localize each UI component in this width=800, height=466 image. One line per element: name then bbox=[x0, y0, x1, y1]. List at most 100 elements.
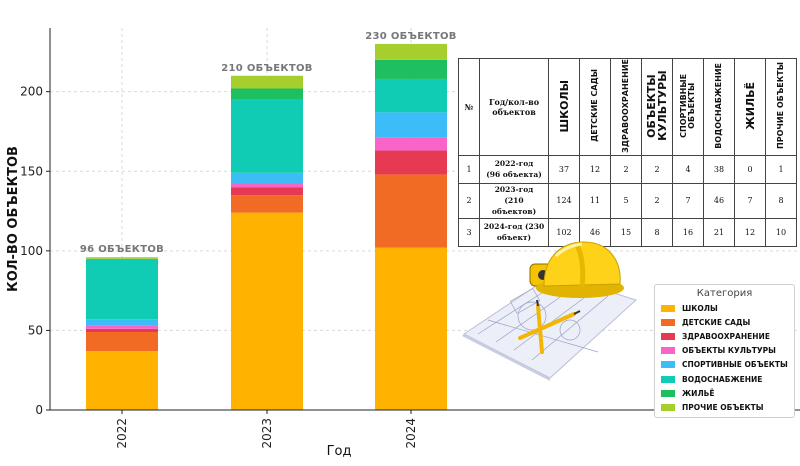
bar-segment bbox=[86, 319, 158, 326]
table-cell-num: 3 bbox=[458, 217, 480, 247]
table-cell: 15 bbox=[610, 217, 642, 247]
x-tick-label: 2024 bbox=[404, 418, 418, 449]
table-cell: 4 bbox=[672, 154, 704, 184]
table-cell: 11 bbox=[579, 182, 611, 219]
bar-total-label: 230 ОБЪЕКТОВ bbox=[365, 31, 456, 42]
table-header-year: Год/кол-во объектов bbox=[479, 58, 549, 156]
table-cell: 1 bbox=[765, 154, 797, 184]
legend-label: ШКОЛЫ bbox=[682, 303, 718, 313]
legend: Категория ШКОЛЫ ДЕТСКИЕ САДЫ ЗДРАВООХРАН… bbox=[654, 284, 795, 418]
bar-segment bbox=[375, 78, 447, 113]
bar-segment bbox=[375, 43, 447, 60]
legend-label: ЗДРАВООХРАНЕНИЕ bbox=[682, 331, 770, 341]
table-cell: 21 bbox=[703, 217, 735, 247]
table-row: 1 2022-год (96 объекта) 37 12 2 2 4 38 0 … bbox=[458, 154, 797, 184]
bar-segment bbox=[86, 332, 158, 352]
table-cell-num: 1 bbox=[458, 154, 480, 184]
legend-item: ОБЪЕКТЫ КУЛЬТУРЫ bbox=[655, 344, 794, 358]
bar-segment bbox=[231, 187, 303, 196]
legend-item: ПРОЧИЕ ОБЪЕКТЫ bbox=[655, 400, 794, 414]
x-tick-label: 2023 bbox=[260, 418, 274, 449]
legend-swatch bbox=[661, 403, 675, 411]
legend-title: Категория bbox=[696, 288, 753, 299]
legend-label: ВОДОСНАБЖЕНИЕ bbox=[682, 374, 763, 384]
legend-label: СПОРТИВНЫЕ ОБЪЕКТЫ bbox=[682, 360, 788, 370]
legend-swatch bbox=[661, 304, 675, 312]
legend-item: СПОРТИВНЫЕ ОБЪЕКТЫ bbox=[655, 358, 794, 372]
bar-segment bbox=[231, 88, 303, 100]
legend-item: ЗДРАВООХРАНЕНИЕ bbox=[655, 329, 794, 343]
bar-segment bbox=[86, 258, 158, 320]
y-tick-label: 150 bbox=[20, 164, 43, 178]
x-tick-labels: 2022 2023 2024 bbox=[115, 410, 418, 449]
y-tick-label: 200 bbox=[20, 85, 43, 99]
legend-label: ОБЪЕКТЫ КУЛЬТУРЫ bbox=[682, 346, 776, 356]
bar-segment bbox=[375, 150, 447, 175]
bar-segment bbox=[231, 195, 303, 213]
table-header-col: ДЕТСКИЕ САДЫ bbox=[579, 58, 611, 156]
table-cell: 2 bbox=[641, 154, 673, 184]
bar-segment bbox=[231, 99, 303, 173]
bar-segment bbox=[86, 328, 158, 333]
bar-segment bbox=[231, 75, 303, 89]
bar-segment bbox=[86, 257, 158, 259]
table-header-col: ОБЪЕКТЫ КУЛЬТУРЫ bbox=[641, 58, 673, 156]
legend-swatch bbox=[661, 361, 675, 369]
table-cell: 8 bbox=[765, 182, 797, 219]
table-cell-year: 2023-год (210 объектов) bbox=[479, 182, 549, 219]
y-tick-labels: 0 50 100 150 200 bbox=[20, 85, 50, 417]
bar-segment bbox=[375, 174, 447, 248]
hard-hat-icon bbox=[536, 241, 624, 298]
table-header-col: ПРОЧИЕ ОБЪЕКТЫ bbox=[765, 58, 797, 156]
table-cell: 7 bbox=[734, 182, 766, 219]
legend-item: ЖИЛЬЁ bbox=[655, 386, 794, 400]
table-row: 2 2023-год (210 объектов) 124 11 5 2 7 46… bbox=[458, 182, 797, 219]
total-labels: 96 ОБЪЕКТОВ 210 ОБЪЕКТОВ 230 ОБЪЕКТОВ bbox=[80, 31, 457, 255]
bar-segment bbox=[231, 183, 303, 188]
legend-swatch bbox=[661, 347, 675, 355]
bar-segment bbox=[86, 351, 158, 410]
table-cell: 12 bbox=[579, 154, 611, 184]
bar-segment bbox=[231, 212, 303, 410]
table-cell: 7 bbox=[672, 182, 704, 219]
y-tick-label: 100 bbox=[20, 244, 43, 258]
legend-label: ДЕТСКИЕ САДЫ bbox=[682, 317, 751, 327]
bar-segment bbox=[375, 112, 447, 138]
blueprint-helmet-illustration bbox=[462, 241, 637, 381]
blueprint-sheet-shadow bbox=[462, 334, 550, 381]
table-header-col: ВОДОСНАБЖЕНИЕ bbox=[703, 58, 735, 156]
legend-item: ВОДОСНАБЖЕНИЕ bbox=[655, 372, 794, 386]
legend-label: ЖИЛЬЁ bbox=[682, 388, 715, 398]
table-cell: 37 bbox=[548, 154, 580, 184]
table-cell: 124 bbox=[548, 182, 580, 219]
table-header-col: СПОРТИВНЫЕ ОБЪЕКТЫ bbox=[672, 58, 704, 156]
bar-stacks bbox=[86, 43, 447, 410]
data-table: № Год/кол-во объектов ШКОЛЫ ДЕТСКИЕ САДЫ… bbox=[458, 58, 797, 247]
legend-swatch bbox=[661, 318, 675, 326]
legend-swatch bbox=[661, 332, 675, 340]
y-tick-label: 0 bbox=[35, 403, 43, 417]
table-cell: 8 bbox=[641, 217, 673, 247]
y-tick-label: 50 bbox=[28, 323, 43, 337]
table-cell: 16 bbox=[672, 217, 704, 247]
x-axis-title: Год bbox=[327, 444, 352, 459]
legend-item: ДЕТСКИЕ САДЫ bbox=[655, 315, 794, 329]
table-cell: 46 bbox=[703, 182, 735, 219]
table-cell: 12 bbox=[734, 217, 766, 247]
legend-swatch bbox=[661, 389, 675, 397]
legend-item: ШКОЛЫ bbox=[655, 301, 794, 315]
table-cell: 2 bbox=[610, 154, 642, 184]
table-cell: 38 bbox=[703, 154, 735, 184]
table-header-num: № bbox=[458, 58, 480, 156]
bar-segment bbox=[375, 137, 447, 151]
bar-segment bbox=[86, 325, 158, 329]
table-header-col: ЖИЛЬЁ bbox=[734, 58, 766, 156]
bar-segment bbox=[375, 59, 447, 79]
table-cell: 2 bbox=[641, 182, 673, 219]
pencil-icon bbox=[518, 299, 581, 354]
bar-total-label: 210 ОБЪЕКТОВ bbox=[221, 63, 312, 74]
table-cell-year: 2024-год (230 объект) bbox=[479, 217, 549, 247]
table-cell: 10 bbox=[765, 217, 797, 247]
table-header-row: № Год/кол-во объектов ШКОЛЫ ДЕТСКИЕ САДЫ… bbox=[458, 58, 797, 156]
